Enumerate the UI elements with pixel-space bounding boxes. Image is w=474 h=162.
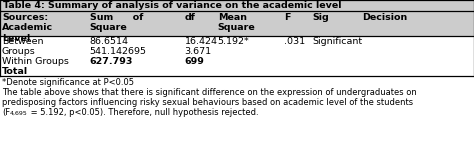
FancyBboxPatch shape	[0, 11, 474, 36]
Text: Significant: Significant	[312, 37, 363, 46]
Text: 86.6514: 86.6514	[90, 37, 128, 46]
Text: = 5.192, p<0.05). Therefore, null hypothesis rejected.: = 5.192, p<0.05). Therefore, null hypoth…	[28, 108, 259, 117]
Text: Total: Total	[2, 67, 28, 76]
Text: Between: Between	[2, 37, 44, 46]
Text: df: df	[184, 12, 195, 22]
Text: Table 4: Summary of analysis of variance on the academic level: Table 4: Summary of analysis of variance…	[3, 1, 341, 11]
Text: F: F	[284, 12, 291, 22]
Text: predisposing factors influencing risky sexual behaviours based on academic level: predisposing factors influencing risky s…	[2, 98, 413, 107]
Text: 699: 699	[184, 57, 204, 66]
Text: Decision: Decision	[362, 12, 408, 22]
Text: Sources:
Academic
Level: Sources: Academic Level	[2, 12, 53, 43]
FancyBboxPatch shape	[0, 0, 474, 11]
Text: *Denote significance at P<0.05: *Denote significance at P<0.05	[2, 78, 134, 87]
Text: 541.142695: 541.142695	[90, 47, 146, 56]
Text: 16.424: 16.424	[184, 37, 218, 46]
Text: Within Groups: Within Groups	[2, 57, 69, 66]
Text: The table above shows that there is significant difference on the expression of : The table above shows that there is sign…	[2, 88, 417, 97]
Text: Mean
Square: Mean Square	[218, 12, 255, 32]
Text: Groups: Groups	[2, 47, 36, 56]
Text: (F: (F	[2, 108, 10, 117]
Text: .031: .031	[284, 37, 305, 46]
Text: Sig: Sig	[312, 12, 329, 22]
Text: 627.793: 627.793	[90, 57, 133, 66]
Text: 4,695: 4,695	[10, 110, 28, 116]
Text: 3.671: 3.671	[184, 47, 211, 56]
Text: 5.192*: 5.192*	[218, 37, 249, 46]
Text: Sum      of
Square: Sum of Square	[90, 12, 143, 32]
